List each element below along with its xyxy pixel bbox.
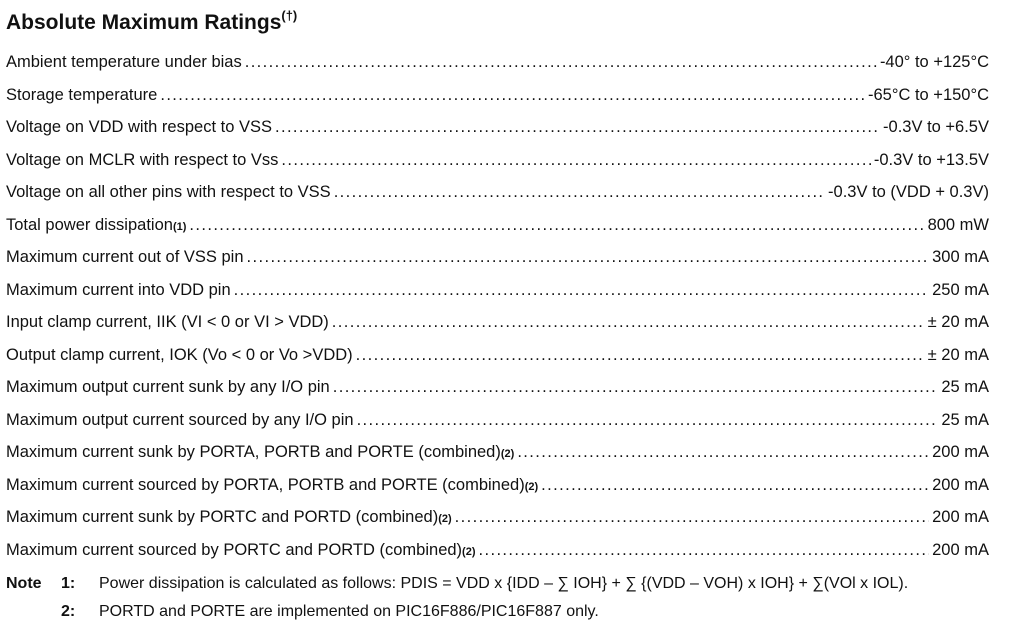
- dot-leader: [160, 83, 865, 107]
- dot-leader: [356, 343, 925, 367]
- dot-leader: [245, 50, 877, 74]
- rating-value: ± 20 mA: [927, 345, 989, 364]
- rating-value: 25 mA: [941, 378, 989, 396]
- note-text: PORTD and PORTE are implemented on PIC16…: [99, 603, 599, 620]
- section-title: Absolute Maximum Ratings(†): [6, 8, 297, 35]
- rating-value: 800 mW: [927, 215, 989, 234]
- rating-value: -0.3V to +6.5V: [883, 118, 989, 136]
- rating-row: Ambient temperature under bias -40° to +1…: [6, 50, 989, 83]
- rating-value: -65°C to +150°C: [868, 85, 989, 104]
- rating-label: Storage temperature: [6, 85, 158, 104]
- rating-label: Maximum current out of VSS pin: [6, 248, 244, 266]
- footnote-ref: (2): [438, 513, 452, 525]
- dot-leader: [247, 245, 930, 269]
- dot-leader: [281, 148, 870, 172]
- dot-leader: [234, 278, 929, 302]
- note-label: Note: [6, 575, 42, 592]
- rating-label: Maximum current sunk by PORTA, PORTB and…: [6, 443, 501, 461]
- rating-value: 200 mA: [932, 475, 989, 494]
- rating-value: 300 mA: [932, 248, 989, 266]
- rating-label: Output clamp current, IOK (Vo < 0 or Vo …: [6, 345, 353, 364]
- note-text: Power dissipation is calculated as follo…: [99, 575, 909, 592]
- rating-label: Maximum output current sunk by any I/O p…: [6, 378, 330, 396]
- rating-row: Storage temperature -65°C to +150°C: [6, 83, 989, 116]
- rating-value: 200 mA: [932, 443, 989, 461]
- dot-leader: [275, 115, 880, 139]
- rating-row: Voltage on all other pins with respect t…: [6, 180, 989, 213]
- dot-leader: [479, 538, 930, 562]
- dot-leader: [455, 505, 929, 529]
- rating-row: Total power dissipation(1) 800 mW: [6, 213, 989, 246]
- rating-value: -40° to +125°C: [879, 53, 989, 71]
- dot-leader: [357, 408, 939, 432]
- rating-value: 25 mA: [941, 410, 989, 429]
- rating-row: Maximum output current sourced by any I/…: [6, 408, 989, 441]
- rating-label: Maximum current sourced by PORTA, PORTB …: [6, 475, 525, 494]
- rating-row: Input clamp current, IIK (VI < 0 or VI >…: [6, 310, 989, 343]
- rating-row: Maximum output current sunk by any I/O p…: [6, 375, 989, 408]
- rating-row: Maximum current sourced by PORTC and POR…: [6, 538, 989, 571]
- rating-label: Maximum current sourced by PORTC and POR…: [6, 540, 463, 559]
- rating-value: -0.3V to (VDD + 0.3V): [828, 183, 989, 201]
- rating-label: Voltage on VDD with respect to VSS: [6, 118, 272, 136]
- rating-label: Maximum current sunk by PORTC and PORTD …: [6, 508, 439, 526]
- rating-row: Output clamp current, IOK (Vo < 0 or Vo …: [6, 343, 989, 376]
- footnote-ref: (1): [172, 220, 187, 233]
- dot-leader: [541, 473, 929, 497]
- dot-leader: [332, 310, 925, 334]
- rating-label: Maximum current into VDD pin: [6, 280, 231, 299]
- rating-row: Maximum current sunk by PORTC and PORTD …: [6, 505, 989, 538]
- note-number: 1:: [61, 575, 76, 592]
- notes: Note 1: Power dissipation is calculated as…: [6, 570, 908, 626]
- note-number: 2:: [61, 603, 76, 620]
- rating-value: ± 20 mA: [927, 313, 989, 331]
- note-1: Note 1: Power dissipation is calculated as…: [6, 570, 908, 598]
- rating-label: Voltage on MCLR with respect to Vss: [6, 150, 279, 169]
- dot-leader: [517, 440, 929, 464]
- rating-label: Ambient temperature under bias: [6, 53, 242, 71]
- rating-value: 200 mA: [932, 508, 989, 526]
- rating-value: 250 mA: [932, 280, 989, 299]
- rating-label: Maximum output current sourced by any I/…: [6, 410, 354, 429]
- rating-label: Voltage on all other pins with respect t…: [6, 183, 331, 201]
- rating-row: Maximum current sourced by PORTA, PORTB …: [6, 473, 989, 506]
- footnote-ref: (2): [524, 480, 539, 493]
- rating-row: Voltage on VDD with respect to VSS -0.3V …: [6, 115, 989, 148]
- rating-label: Total power dissipation: [6, 215, 173, 234]
- rating-row: Voltage on MCLR with respect to Vss -0.3V…: [6, 148, 989, 181]
- rating-row: Maximum current into VDD pin 250 mA: [6, 278, 989, 311]
- dot-leader: [333, 375, 939, 399]
- rating-row: Maximum current sunk by PORTA, PORTB and…: [6, 440, 989, 473]
- title-footnote: (†): [281, 8, 298, 23]
- rating-label: Input clamp current, IIK (VI < 0 or VI >…: [6, 313, 329, 331]
- ratings-list: Ambient temperature under bias -40° to +1…: [6, 50, 989, 570]
- rating-value: 200 mA: [932, 540, 989, 559]
- dot-leader: [334, 180, 825, 204]
- footnote-ref: (2): [500, 448, 515, 460]
- rating-row: Maximum current out of VSS pin 300 mA: [6, 245, 989, 278]
- footnote-ref: (2): [462, 545, 476, 558]
- title-text: Absolute Maximum Ratings: [6, 11, 282, 34]
- dot-leader: [189, 213, 924, 237]
- rating-value: -0.3V to +13.5V: [873, 150, 989, 169]
- note-2: 2: PORTD and PORTE are implemented on PIC…: [6, 598, 908, 626]
